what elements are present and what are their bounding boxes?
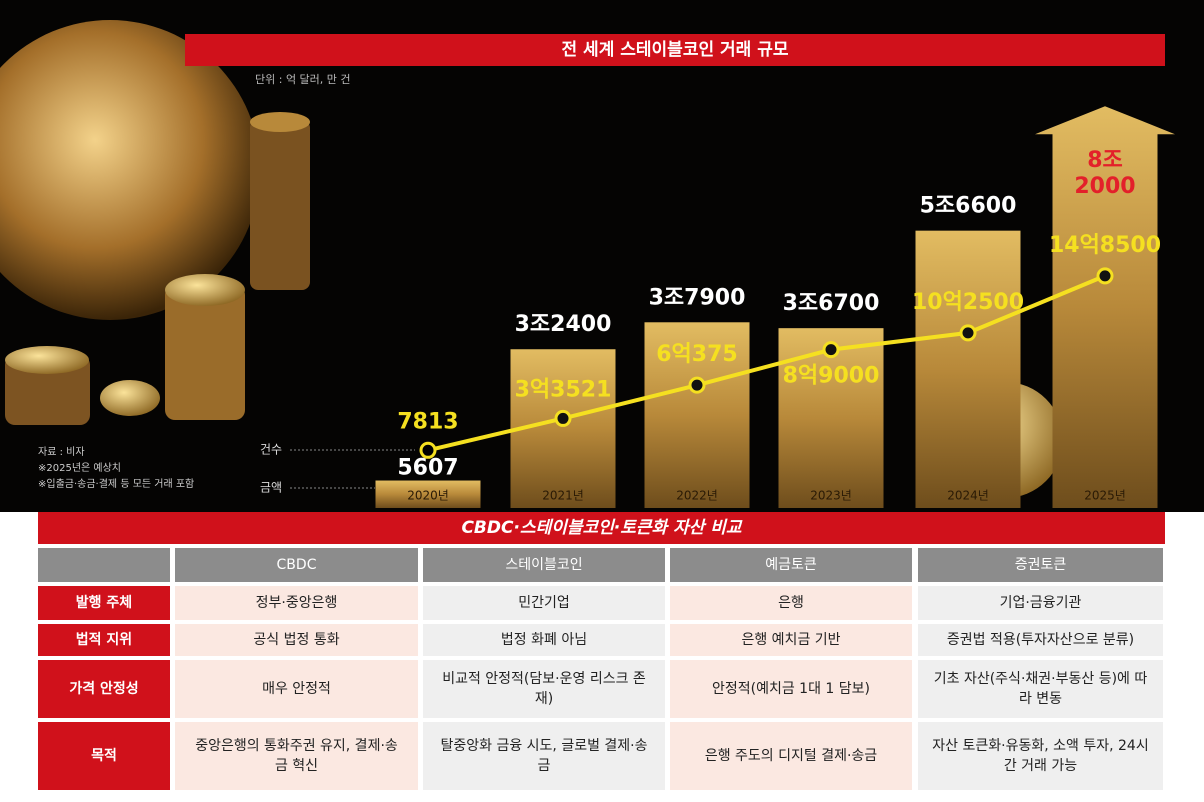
line-value-label: 14억8500 [1049, 233, 1161, 258]
column-header: 예금토큰 [670, 548, 912, 582]
chart: 전 세계 스테이블코인 거래 규모 단위 : 억 달러, 만 건 5607 202… [0, 0, 1204, 512]
table-cell: 안정적(예치금 1대 1 담보) [670, 660, 912, 718]
table-cell: 자산 토큰화·유동화, 소액 투자, 24시간 거래 가능 [918, 722, 1163, 790]
table-cell: 탈중앙화 금융 시도, 글로벌 결제·송금 [423, 722, 665, 790]
table-cell: 은행 주도의 디지털 결제·송금 [670, 722, 912, 790]
table-title: CBDC·스테이블코인·토큰화 자산 비교 [38, 512, 1165, 544]
column-header: CBDC [175, 548, 418, 582]
table-cell: 매우 안정적 [175, 660, 418, 718]
table-cell: 기업·금융기관 [918, 586, 1163, 620]
x-tick-label: 2020년 [407, 489, 449, 503]
table-cell: 은행 예치금 기반 [670, 624, 912, 656]
line-point-open [419, 441, 437, 459]
globe-decoration [0, 20, 260, 320]
note: ※2025년은 예상치 [38, 462, 121, 474]
row-header: 가격 안정성 [38, 660, 170, 718]
bar [915, 230, 1021, 508]
table-cell: 은행 [670, 586, 912, 620]
chart-title: 전 세계 스테이블코인 거래 규모 [562, 40, 789, 60]
table-cell: 민간기업 [423, 586, 665, 620]
note: ※입출금·송금·결제 등 모든 거래 포함 [38, 477, 194, 490]
legend-label: 건수 [260, 443, 282, 457]
bar-arrow [1035, 106, 1175, 508]
column-header: 스테이블코인 [423, 548, 665, 582]
table-cell: 중앙은행의 통화주권 유지, 결제·송금 혁신 [175, 722, 418, 790]
x-tick-label: 2024년 [947, 489, 989, 503]
row-header: 목적 [38, 722, 170, 790]
line-value-label: 10억2500 [912, 290, 1024, 315]
line-value-label: 7813 [397, 409, 458, 434]
table-cell: 공식 법정 통화 [175, 624, 418, 656]
column-header: 증권토큰 [918, 548, 1163, 582]
bar [644, 322, 750, 508]
row-header: 법적 지위 [38, 624, 170, 656]
x-tick-label: 2022년 [676, 489, 718, 503]
line-point [959, 324, 977, 342]
table-cell: 법정 화폐 아님 [423, 624, 665, 656]
unit-label: 단위 : 억 달러, 만 건 [255, 73, 351, 86]
bar-value-label: 5607 [397, 456, 458, 481]
row-header: 발행 주체 [38, 586, 170, 620]
line-point [822, 341, 840, 359]
header-corner [38, 548, 170, 582]
line [427, 274, 1106, 453]
line-point [688, 376, 706, 394]
note: 자료 : 비자 [38, 446, 85, 458]
line-value-label: 3억3521 [515, 377, 612, 402]
table-cell: 증권법 적용(투자자산으로 분류) [918, 624, 1163, 656]
table-cell: 기초 자산(주식·채권·부동산 등)에 따라 변동 [918, 660, 1163, 718]
table-cell: 비교적 안정적(담보·운영 리스크 존재) [423, 660, 665, 718]
x-tick-label: 2023년 [810, 489, 852, 503]
bar-value-label: 8조 2000 [1074, 148, 1135, 199]
line-value-label: 8억9000 [783, 364, 880, 389]
title-band [185, 34, 1165, 66]
bar-value-label: 3조2400 [515, 312, 612, 337]
bar-value-label: 3조6700 [783, 291, 880, 316]
line-value-label: 6억375 [656, 342, 737, 367]
legend-label: 금액 [260, 481, 282, 495]
table-cell: 정부·중앙은행 [175, 586, 418, 620]
bar-value-label: 3조7900 [649, 285, 746, 310]
line-point [554, 409, 572, 427]
bar-value-label: 5조6600 [920, 194, 1017, 219]
x-tick-label: 2025년 [1084, 489, 1126, 503]
line-point [1096, 267, 1114, 285]
bar [375, 480, 481, 508]
x-tick-label: 2021년 [542, 489, 584, 503]
